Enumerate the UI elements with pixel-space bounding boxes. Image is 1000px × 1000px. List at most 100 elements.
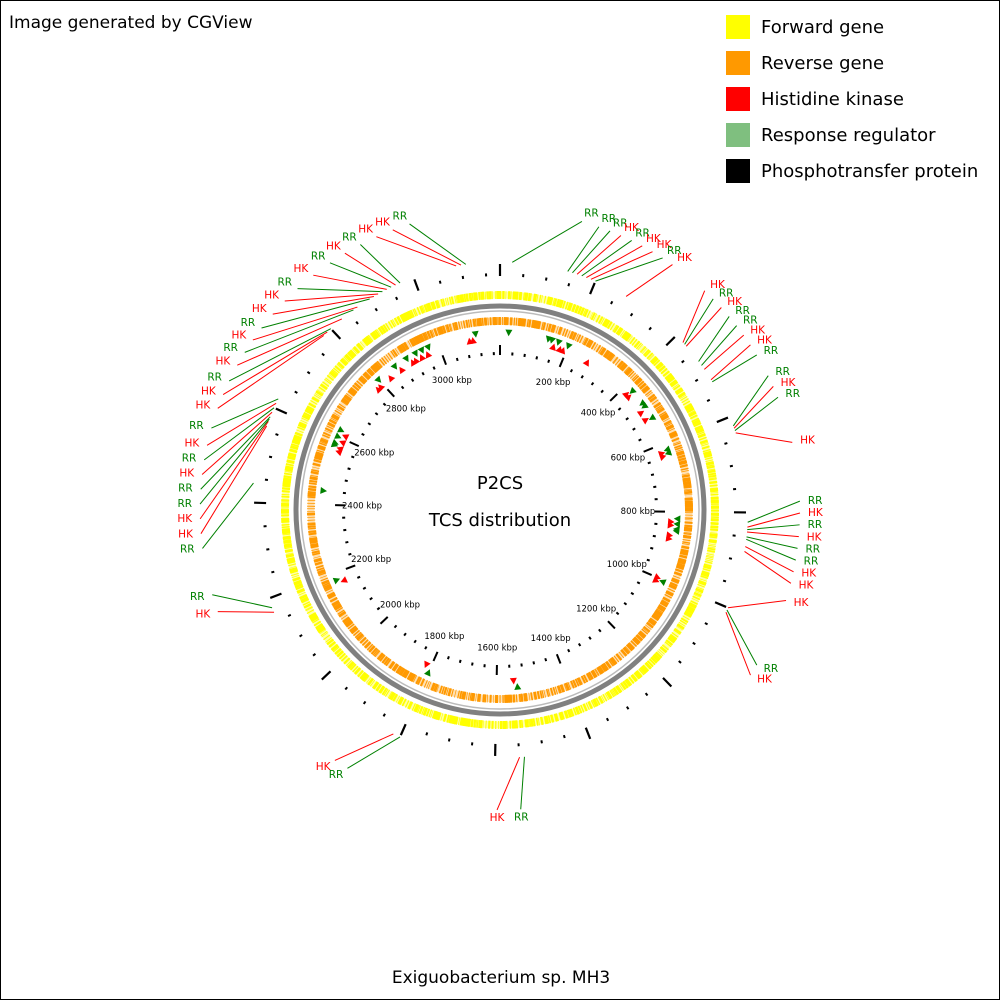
ruler-tick-major — [643, 447, 654, 453]
forward-gene — [709, 487, 719, 492]
reverse-gene — [322, 431, 331, 437]
forward-gene — [349, 663, 357, 671]
reverse-gene — [439, 325, 445, 335]
reverse-gene — [315, 451, 324, 457]
forward-gene — [362, 338, 370, 346]
reverse-gene — [677, 454, 686, 459]
tick-minor — [268, 455, 273, 459]
forward-gene — [407, 310, 413, 319]
reverse-gene — [333, 603, 342, 610]
forward-gene — [337, 361, 345, 369]
tick-minor — [382, 713, 386, 717]
forward-gene — [404, 700, 410, 708]
forward-gene — [404, 312, 410, 321]
forward-gene — [604, 319, 609, 327]
reverse-gene — [566, 330, 571, 338]
reverse-gene — [313, 557, 322, 562]
tick-major — [269, 592, 282, 599]
forward-gene — [618, 328, 624, 336]
reverse-gene — [581, 336, 587, 345]
forward-gene — [401, 313, 408, 322]
rr-marker — [417, 346, 424, 354]
reverse-gene — [385, 354, 391, 362]
reverse-gene — [308, 530, 317, 534]
reverse-gene — [622, 646, 631, 655]
forward-gene — [618, 684, 624, 691]
reverse-gene — [313, 459, 322, 463]
forward-gene — [710, 525, 719, 529]
forward-gene — [706, 549, 716, 553]
forward-gene — [671, 632, 679, 638]
reverse-gene — [485, 317, 488, 326]
reverse-gene — [567, 681, 572, 690]
reverse-gene — [577, 334, 582, 343]
forward-gene — [701, 570, 710, 575]
forward-gene — [610, 689, 616, 697]
forward-gene — [695, 587, 704, 593]
reverse-gene — [683, 484, 692, 488]
forward-gene — [706, 554, 714, 558]
reverse-gene — [660, 414, 670, 421]
reverse-gene — [317, 569, 326, 574]
forward-gene — [688, 410, 697, 416]
reverse-gene — [666, 424, 675, 431]
hk-label: HK — [757, 674, 773, 686]
forward-gene — [701, 445, 710, 450]
callout-line — [261, 298, 370, 329]
forward-gene — [513, 291, 516, 300]
forward-gene — [340, 654, 348, 662]
reverse-gene — [683, 489, 693, 492]
forward-gene — [525, 292, 529, 301]
forward-gene — [702, 567, 711, 572]
reverse-gene — [363, 371, 372, 379]
forward-gene — [425, 303, 431, 312]
reverse-gene — [655, 404, 663, 411]
callout-line — [237, 318, 343, 366]
reverse-gene — [454, 321, 459, 331]
reverse-gene — [618, 651, 625, 659]
forward-gene — [389, 692, 397, 701]
forward-gene — [698, 579, 707, 585]
reverse-gene — [312, 552, 321, 556]
forward-gene — [690, 415, 698, 420]
rr-label: RR — [805, 543, 820, 555]
reverse-gene — [675, 448, 684, 453]
ruler-tick-minor — [646, 558, 650, 562]
reverse-gene — [642, 386, 651, 394]
forward-gene — [707, 547, 716, 551]
forward-gene — [316, 389, 324, 395]
forward-gene — [695, 427, 704, 433]
reverse-gene — [668, 586, 676, 590]
callout-line — [409, 223, 467, 265]
reverse-gene — [616, 360, 624, 368]
rr-label: RR — [635, 227, 650, 239]
reverse-gene — [313, 558, 323, 563]
callout-line — [217, 611, 275, 613]
ruler-tick-minor — [468, 354, 471, 359]
callout-line — [572, 230, 611, 274]
forward-gene — [703, 564, 712, 570]
callout-line — [746, 538, 796, 561]
reverse-gene — [604, 350, 611, 359]
reverse-gene — [530, 692, 534, 701]
hk-marker — [641, 418, 649, 425]
reverse-gene — [383, 355, 390, 363]
forward-gene — [687, 410, 696, 415]
forward-gene — [683, 612, 692, 618]
reverse-gene — [684, 490, 693, 495]
reverse-gene — [413, 336, 419, 345]
reverse-gene — [336, 404, 345, 412]
tick-minor — [724, 442, 728, 445]
reverse-gene — [674, 571, 683, 575]
forward-gene — [323, 634, 331, 641]
reverse-gene — [600, 347, 607, 356]
forward-gene — [685, 406, 694, 412]
reverse-gene — [585, 673, 591, 681]
reverse-gene — [376, 652, 385, 661]
ruler-tick-minor — [625, 417, 629, 421]
reverse-gene — [572, 679, 578, 688]
forward-gene — [703, 451, 712, 456]
forward-gene — [529, 718, 532, 727]
reverse-gene — [372, 363, 380, 372]
forward-gene — [708, 477, 717, 480]
